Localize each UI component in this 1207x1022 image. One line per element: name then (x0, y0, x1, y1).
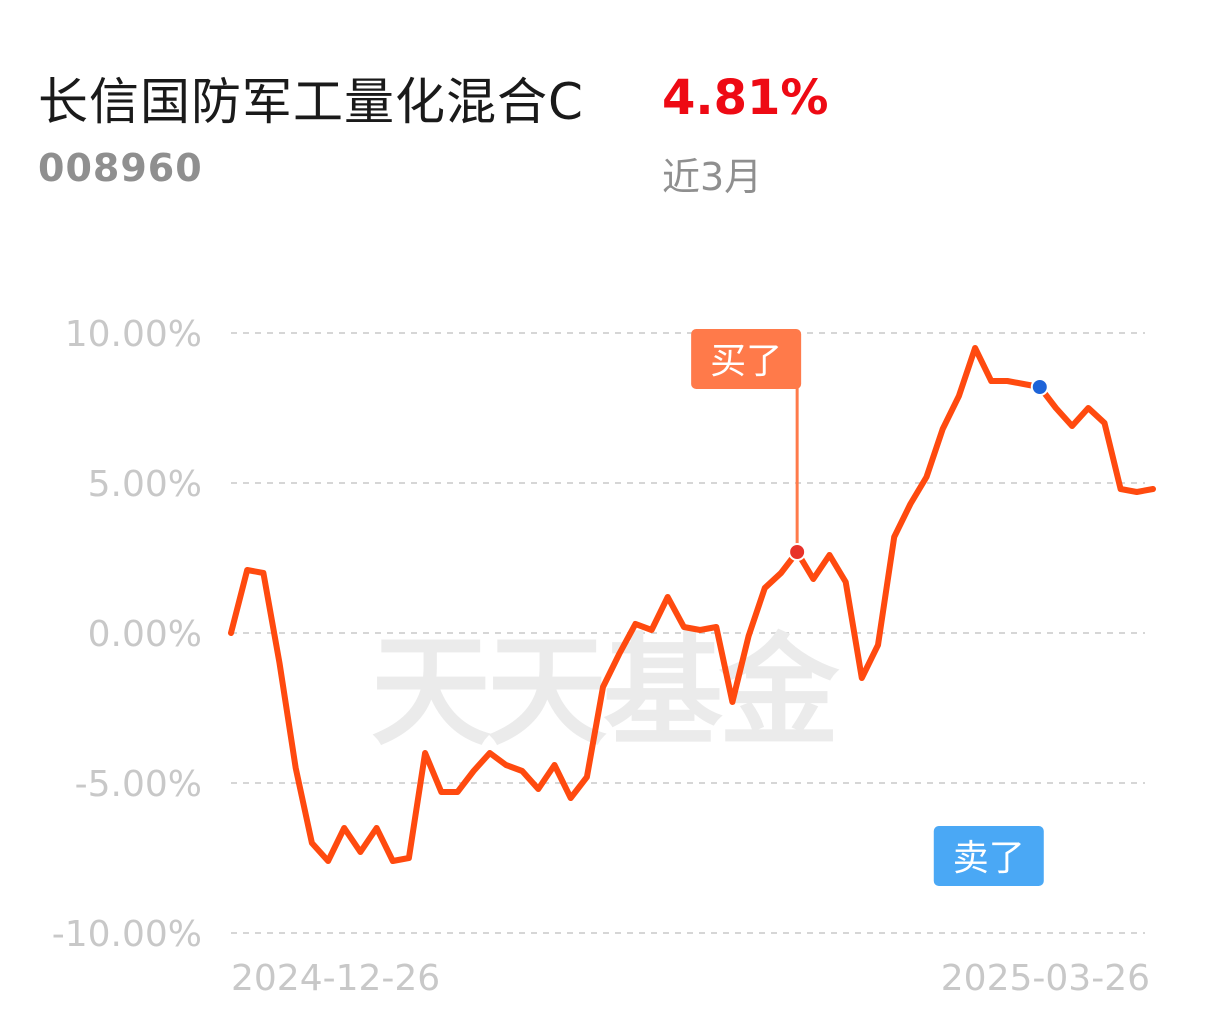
fund-code: 008960 (38, 146, 203, 190)
y-tick-label: 0.00% (88, 614, 202, 655)
buy-marker-box (691, 329, 802, 389)
y-tick-label: 5.00% (88, 464, 202, 505)
buy-marker-label: 买了 (710, 341, 782, 382)
fund-return-value: 4.81% (662, 70, 829, 126)
series-line (228, 345, 1156, 864)
y-tick-label: 10.00% (65, 314, 202, 355)
sell-marker-label: 卖了 (953, 838, 1025, 879)
fund-name: 长信国防军工量化混合C (38, 73, 584, 131)
x-tick-label-start: 2024-12-26 (231, 958, 440, 999)
chart-watermark: 天天基金 (371, 623, 840, 762)
y-tick-label: -5.00% (75, 764, 202, 805)
fund-return-period: 近3月 (662, 155, 763, 199)
sell-marker-point (1030, 378, 1049, 396)
y-tick-label: -10.00% (52, 914, 202, 955)
sell-marker-box (933, 826, 1044, 886)
x-tick-label-end: 2025-03-26 (941, 958, 1150, 999)
buy-marker-point (788, 543, 807, 561)
